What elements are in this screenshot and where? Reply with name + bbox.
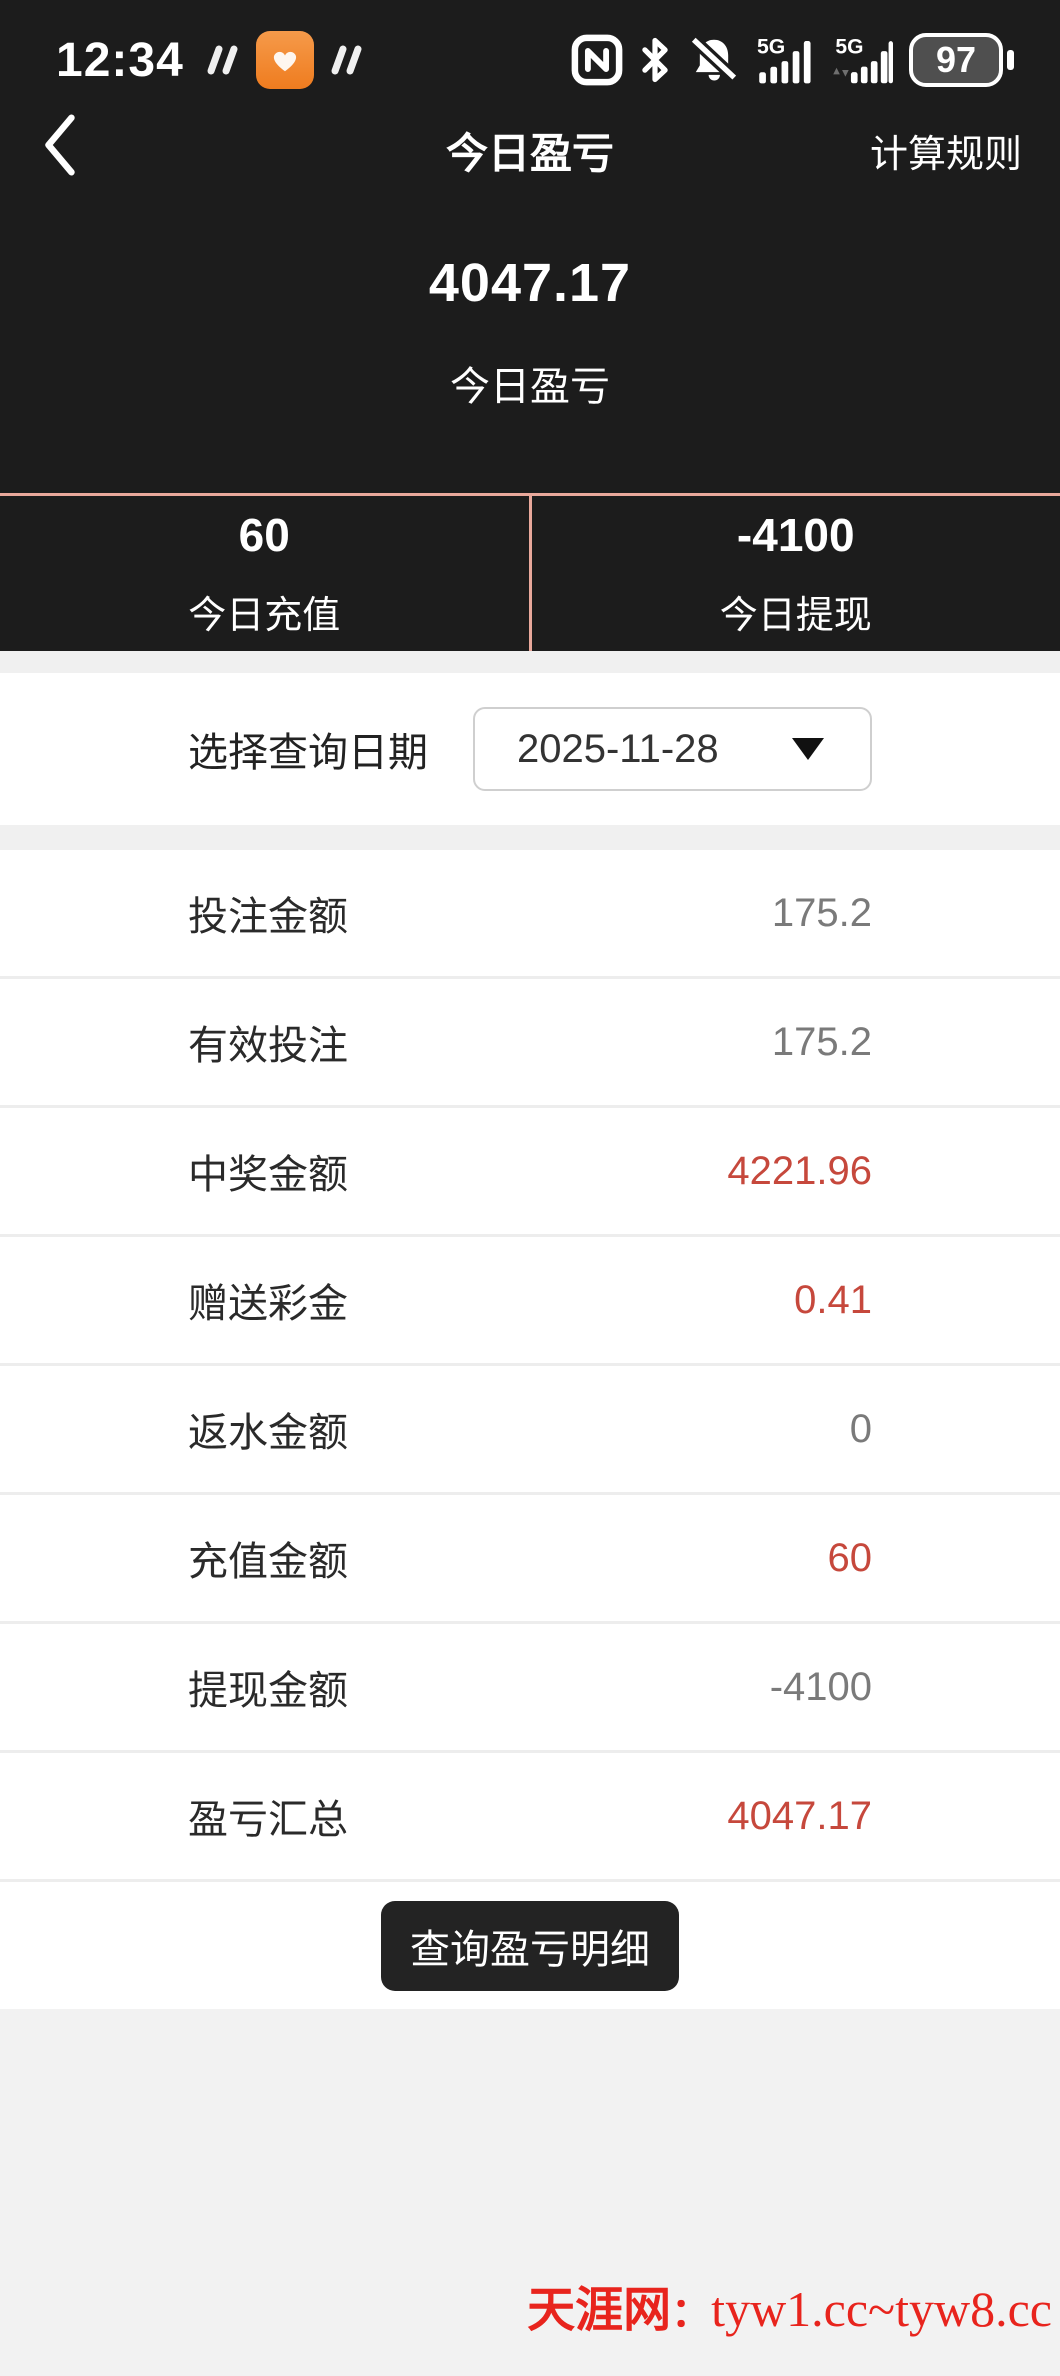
page-title: 今日盈亏 [445,129,614,177]
today-profit-label: 今日盈亏 [450,365,610,409]
status-left-icons [206,31,364,89]
profit-summary: 4047.17 今日盈亏 [0,252,1060,412]
row-value: 0 [849,1406,872,1451]
back-button[interactable] [38,112,82,181]
watermark-urls: tyw1.cc~tyw8.cc [711,2281,1052,2337]
row-value: 0.41 [794,1277,872,1322]
row-label: 赠送彩金 [188,1282,348,1326]
caret-down-icon [792,738,824,760]
query-detail-button[interactable]: 查询盈亏明细 [381,1900,679,1991]
nav-bar: 今日盈亏 计算规则 [0,104,1060,196]
table-row: 赠送彩金 0.41 [0,1237,1060,1366]
stat-value: 60 [238,509,290,561]
stat-today-recharge: 60 今日充值 [0,496,529,651]
table-row: 投注金额 175.2 [0,850,1060,979]
row-value: 175.2 [771,1019,872,1064]
table-row: 有效投注 175.2 [0,979,1060,1108]
date-select-value: 2025-11-28 [517,726,719,771]
stat-today-withdraw: -4100 今日提现 [528,496,1060,651]
table-row: 提现金额 -4100 [0,1624,1060,1753]
stat-label: 今日提现 [719,595,872,637]
chevron-left-icon [38,112,82,178]
date-picker-section: 选择查询日期 2025-11-28 [0,673,1060,825]
amounts-table: 投注金额 175.2 有效投注 175.2 中奖金额 4221.96 赠送彩金 … [0,850,1060,1882]
section-gap [0,651,1060,673]
stat-label: 今日充值 [188,595,341,637]
nfc-icon [571,34,623,86]
date-picker-label: 选择查询日期 [188,731,428,775]
row-label: 提现金额 [188,1669,348,1713]
watermark: 天涯网：tyw1.cc~tyw8.cc [527,2270,1052,2340]
battery-nub [1007,50,1014,70]
battery-percent: 97 [935,39,977,80]
row-label: 盈亏汇总 [188,1798,348,1842]
status-bar: 12:34 [0,0,1060,104]
row-value: 175.2 [771,890,872,935]
calc-rules-link[interactable]: 计算规则 [870,123,1022,178]
row-label: 返水金额 [188,1411,348,1455]
row-label: 充值金额 [188,1540,348,1584]
bluetooth-icon [639,34,671,86]
row-label: 中奖金额 [188,1153,348,1197]
table-row: 中奖金额 4221.96 [0,1108,1060,1237]
row-value: 4047.17 [727,1793,872,1838]
table-row: 盈亏汇总 4047.17 [0,1753,1060,1882]
row-value: -4100 [769,1664,872,1709]
status-right-icons: 5G 5G [571,33,1014,87]
top-dark-panel: 12:34 [0,0,1060,493]
today-stats-row: 60 今日充值 -4100 今日提现 [0,493,1060,651]
stat-value: -4100 [736,509,855,561]
row-label: 投注金额 [188,895,348,939]
section-gap [0,825,1060,850]
network-type-label: 5G [757,35,785,58]
row-label: 有效投注 [188,1024,348,1068]
button-section: 查询盈亏明细 [0,1882,1060,2009]
signal-5g-secondary-icon: 5G [831,34,893,86]
clock: 12:34 [56,33,184,87]
date-select[interactable]: 2025-11-28 [473,707,872,791]
double-slash-icon [206,40,240,80]
watermark-site: 天涯网 [527,2284,672,2337]
bell-muted-icon [687,33,741,87]
health-heart-icon [255,31,314,89]
row-value: 60 [827,1535,873,1580]
today-profit-amount: 4047.17 [428,253,632,313]
signal-5g-icon: 5G [757,34,815,86]
table-row: 充值金额 60 [0,1495,1060,1624]
table-row: 返水金额 0 [0,1366,1060,1495]
footer-area: 天涯网：tyw1.cc~tyw8.cc [0,2009,1060,2376]
watermark-separator: ： [671,2291,712,2335]
battery-icon: 97 [909,33,1014,87]
double-slash-icon [330,40,364,80]
network-type-label: 5G [835,35,863,58]
row-value: 4221.96 [727,1148,872,1193]
